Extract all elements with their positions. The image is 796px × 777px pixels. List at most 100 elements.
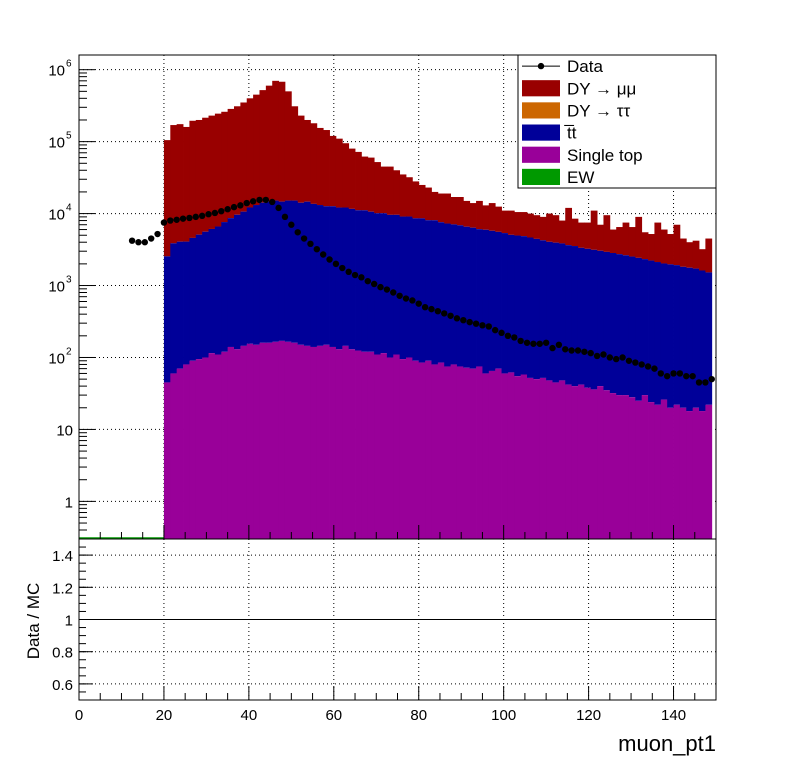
- bar-dy-mumu: [616, 227, 623, 255]
- bar-single-top: [482, 373, 490, 539]
- data-point: [421, 303, 429, 311]
- bar-single-top: [374, 354, 381, 539]
- bar-ttbar: [622, 255, 630, 396]
- data-point: [358, 274, 365, 281]
- data-point: [205, 211, 212, 218]
- bar-dy-mumu: [195, 119, 203, 235]
- bar-single-top: [495, 368, 502, 539]
- bar-dy-mumu: [444, 193, 451, 224]
- bar-single-top: [527, 377, 534, 539]
- bar-ttbar: [456, 225, 464, 367]
- data-point: [542, 339, 550, 346]
- bar-single-top: [214, 354, 222, 539]
- bar-dy-mumu: [635, 216, 643, 258]
- bar-ttbar: [234, 214, 241, 350]
- data-point: [632, 359, 639, 366]
- data-point: [326, 256, 333, 263]
- bar-ttbar: [272, 200, 279, 342]
- bar-dy-mumu: [679, 238, 687, 267]
- data-point: [243, 199, 250, 207]
- data-point: [332, 260, 340, 268]
- data-point: [230, 203, 238, 211]
- bar-single-top: [310, 346, 318, 539]
- x-tick-label: 100: [491, 707, 516, 724]
- bar-ttbar: [310, 203, 318, 347]
- bar-dy-mumu: [310, 123, 318, 204]
- data-point: [651, 365, 658, 372]
- bar-ttbar: [648, 260, 655, 403]
- bar-ttbar: [686, 267, 694, 412]
- data-point: [530, 340, 537, 347]
- bar-ttbar: [692, 268, 700, 408]
- bar-single-top: [571, 386, 579, 539]
- bar-single-top: [469, 368, 477, 539]
- bar-dy-mumu: [584, 222, 592, 249]
- bar-single-top: [316, 345, 324, 539]
- ratio-y-axis-label: Data / MC: [24, 583, 43, 660]
- bar-dy-mumu: [507, 210, 515, 235]
- legend-label: Data: [567, 57, 603, 76]
- bar-ttbar: [380, 213, 388, 354]
- bar-dy-mumu: [692, 240, 700, 269]
- bar-dy-mumu: [386, 166, 394, 215]
- bar-ttbar: [304, 201, 311, 346]
- bar-dy-mumu: [431, 191, 439, 221]
- bar-single-top: [628, 397, 636, 539]
- bar-single-top: [208, 353, 216, 539]
- data-point: [593, 352, 601, 360]
- bar-single-top: [514, 376, 522, 539]
- bar-single-top: [304, 345, 311, 539]
- bar-single-top: [552, 382, 560, 539]
- bar-dy-mumu: [183, 126, 190, 242]
- bar-dy-mumu: [214, 113, 222, 227]
- bar-ttbar: [170, 243, 178, 374]
- data-point: [638, 361, 645, 368]
- legend-swatch: [522, 80, 560, 97]
- bar-dy-mumu: [227, 108, 235, 219]
- data-point: [313, 245, 321, 253]
- bar-ttbar: [469, 227, 477, 369]
- bar-single-top: [253, 344, 260, 539]
- x-tick-label: 40: [241, 707, 258, 724]
- bar-single-top: [488, 370, 496, 539]
- bar-ttbar: [425, 220, 432, 361]
- data-point: [562, 346, 569, 353]
- data-point: [218, 207, 225, 215]
- bar-single-top: [648, 402, 655, 539]
- ratio-y-tick-label: 0.6: [52, 677, 73, 694]
- bar-dy-mumu: [699, 249, 706, 271]
- data-point: [377, 283, 384, 291]
- data-point: [173, 216, 180, 223]
- legend-swatch: [522, 102, 560, 119]
- bar-ttbar: [705, 272, 713, 405]
- bar-single-top: [170, 373, 178, 539]
- data-point: [409, 297, 416, 304]
- data-point: [574, 347, 582, 354]
- data-point: [491, 326, 499, 334]
- data-point: [237, 202, 244, 209]
- bar-single-top: [234, 349, 241, 539]
- legend-swatch: [522, 168, 560, 185]
- bar-single-top: [246, 343, 254, 539]
- legend-label: t̅t: [564, 124, 577, 143]
- y-tick-label: 10: [48, 207, 65, 224]
- bar-single-top: [699, 411, 706, 539]
- bar-single-top: [667, 407, 674, 539]
- bar-single-top: [673, 404, 681, 539]
- bar-single-top: [622, 395, 630, 539]
- bar-ttbar: [476, 229, 483, 367]
- data-point: [351, 271, 359, 279]
- bar-single-top: [603, 390, 611, 539]
- data-point: [135, 239, 142, 246]
- bar-ttbar: [189, 237, 197, 361]
- bar-ttbar: [386, 214, 394, 358]
- bar-ttbar: [533, 238, 541, 380]
- bar-ttbar: [514, 235, 522, 377]
- data-point: [606, 354, 614, 361]
- y-tick-label: 10: [48, 135, 65, 152]
- data-point: [256, 196, 263, 204]
- bar-dy-mumu: [501, 210, 509, 234]
- data-point: [262, 196, 270, 204]
